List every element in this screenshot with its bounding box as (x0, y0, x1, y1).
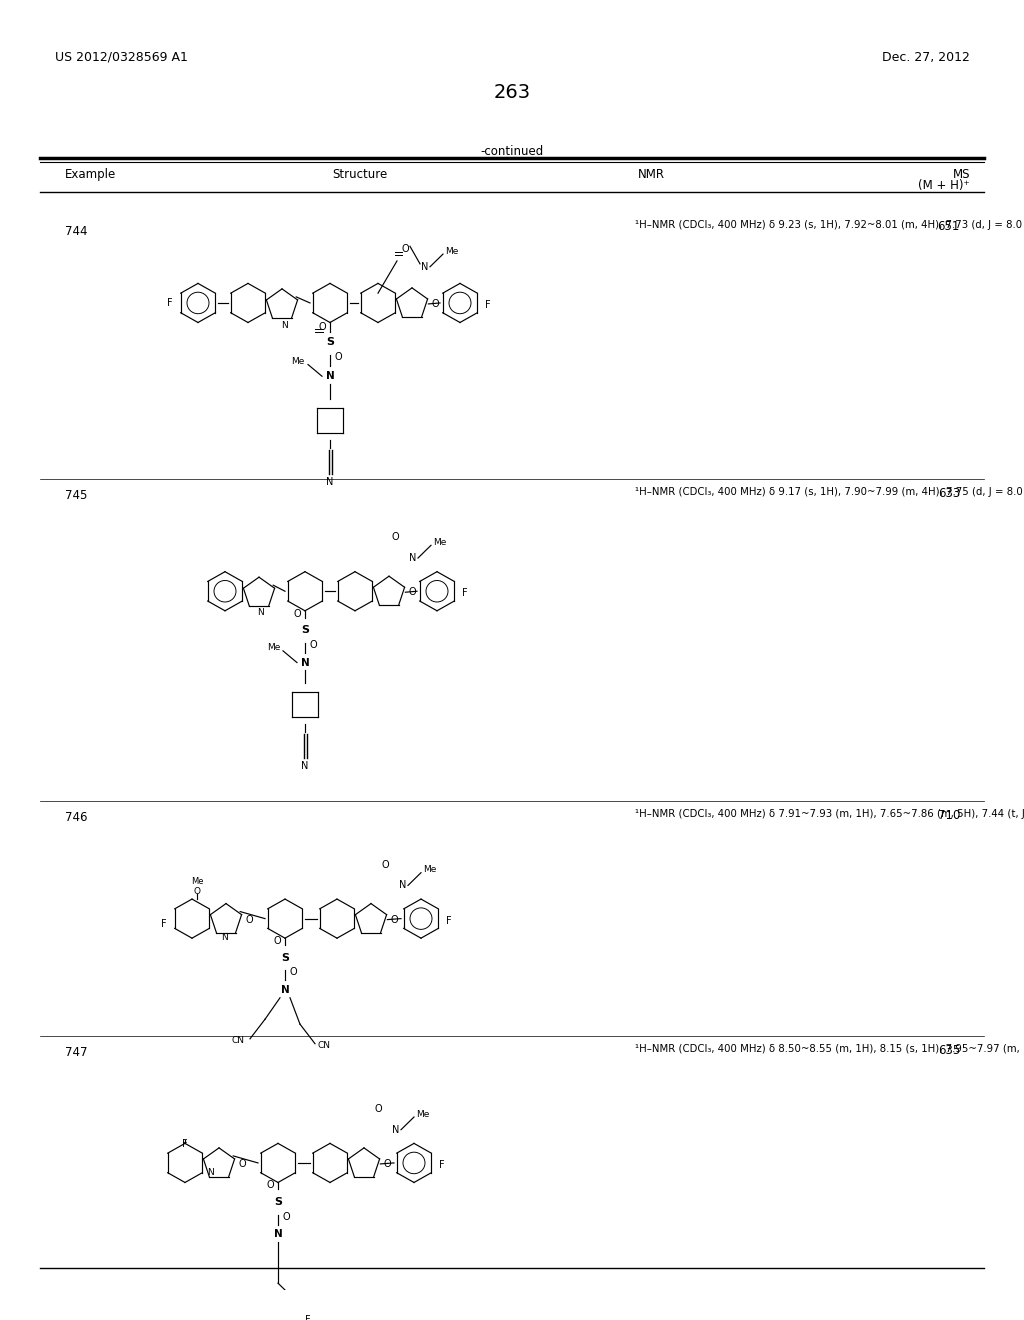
Text: F: F (439, 1160, 444, 1170)
Text: N: N (327, 477, 334, 487)
Text: NMR: NMR (638, 168, 665, 181)
Text: ¹H–NMR (CDCl₃, 400 MHz) δ 7.91~7.93 (m, 1H), 7.65~7.86 (m, 5H), 7.44 (t, J = 8.4: ¹H–NMR (CDCl₃, 400 MHz) δ 7.91~7.93 (m, … (635, 809, 1024, 820)
Text: CN: CN (318, 1041, 331, 1051)
Text: ¹H–NMR (CDCl₃, 400 MHz) δ 9.17 (s, 1H), 7.90~7.99 (m, 4H), 7.75 (d, J = 8.0 Hz, : ¹H–NMR (CDCl₃, 400 MHz) δ 9.17 (s, 1H), … (635, 487, 1024, 496)
Text: O: O (383, 1159, 391, 1170)
Text: O: O (431, 298, 439, 309)
Text: O: O (293, 609, 301, 619)
Text: F: F (182, 1139, 187, 1148)
Text: N: N (301, 762, 308, 771)
Text: 745: 745 (65, 488, 87, 502)
Text: O: O (289, 968, 297, 977)
Text: F: F (485, 300, 490, 310)
Text: N: N (392, 1125, 399, 1135)
Text: MS: MS (952, 168, 970, 181)
Text: 744: 744 (65, 224, 87, 238)
Text: N: N (421, 261, 429, 272)
Text: F: F (167, 298, 173, 308)
Text: F: F (162, 919, 167, 928)
Text: 746: 746 (65, 810, 87, 824)
Text: O: O (266, 1180, 273, 1191)
Text: US 2012/0328569 A1: US 2012/0328569 A1 (55, 50, 187, 63)
Text: F: F (446, 916, 452, 925)
Text: N: N (281, 985, 290, 995)
Text: Me: Me (445, 247, 459, 256)
Text: Me: Me (433, 537, 446, 546)
Text: Me: Me (423, 865, 436, 874)
Text: O: O (239, 1159, 246, 1170)
Text: S: S (281, 953, 289, 962)
Text: S: S (274, 1197, 282, 1206)
Text: N: N (399, 880, 407, 891)
Text: (M + H)⁺: (M + H)⁺ (919, 178, 970, 191)
Text: O: O (309, 640, 316, 649)
Text: N: N (410, 553, 417, 564)
Text: O: O (401, 244, 409, 255)
Text: CN: CN (232, 1036, 245, 1045)
Text: F: F (305, 1316, 311, 1320)
Text: O: O (283, 1212, 290, 1222)
Text: O: O (318, 322, 326, 333)
Text: Me: Me (292, 358, 305, 366)
Text: O: O (390, 915, 398, 924)
Text: 747: 747 (65, 1045, 87, 1059)
Text: S: S (301, 626, 309, 635)
Text: O: O (273, 936, 281, 946)
Text: O: O (381, 859, 389, 870)
Text: S: S (326, 337, 334, 347)
Text: O: O (391, 532, 398, 543)
Text: N: N (281, 321, 288, 330)
Text: 710: 710 (938, 809, 961, 822)
Text: O: O (194, 887, 201, 896)
Text: N: N (220, 933, 227, 942)
Text: N: N (273, 1229, 283, 1239)
Text: Structure: Structure (333, 168, 388, 181)
Text: N: N (258, 607, 264, 616)
Text: 633: 633 (938, 487, 961, 500)
Text: O: O (246, 915, 253, 924)
Text: N: N (301, 657, 309, 668)
Text: -continued: -continued (480, 145, 544, 157)
Text: Example: Example (65, 168, 117, 181)
Text: O: O (374, 1105, 382, 1114)
Text: O: O (334, 351, 342, 362)
Text: F: F (462, 589, 468, 598)
Text: N: N (326, 371, 335, 381)
Text: 651: 651 (938, 220, 961, 232)
Text: ¹H–NMR (CDCl₃, 400 MHz) δ 8.50~8.55 (m, 1H), 8.15 (s, 1H), 7.95~7.97 (m, 1H), 7.: ¹H–NMR (CDCl₃, 400 MHz) δ 8.50~8.55 (m, … (635, 1044, 1024, 1053)
Text: Me: Me (190, 876, 203, 886)
Text: Me: Me (416, 1110, 429, 1118)
Text: N: N (207, 1168, 214, 1177)
Text: 263: 263 (494, 83, 530, 102)
Text: Me: Me (266, 643, 280, 652)
Text: Dec. 27, 2012: Dec. 27, 2012 (882, 50, 970, 63)
Text: ¹H–NMR (CDCl₃, 400 MHz) δ 9.23 (s, 1H), 7.92~8.01 (m, 4H), 7.73 (d, J = 8.0 Hz, : ¹H–NMR (CDCl₃, 400 MHz) δ 9.23 (s, 1H), … (635, 220, 1024, 230)
Text: O: O (409, 587, 416, 597)
Text: 635: 635 (938, 1044, 961, 1057)
